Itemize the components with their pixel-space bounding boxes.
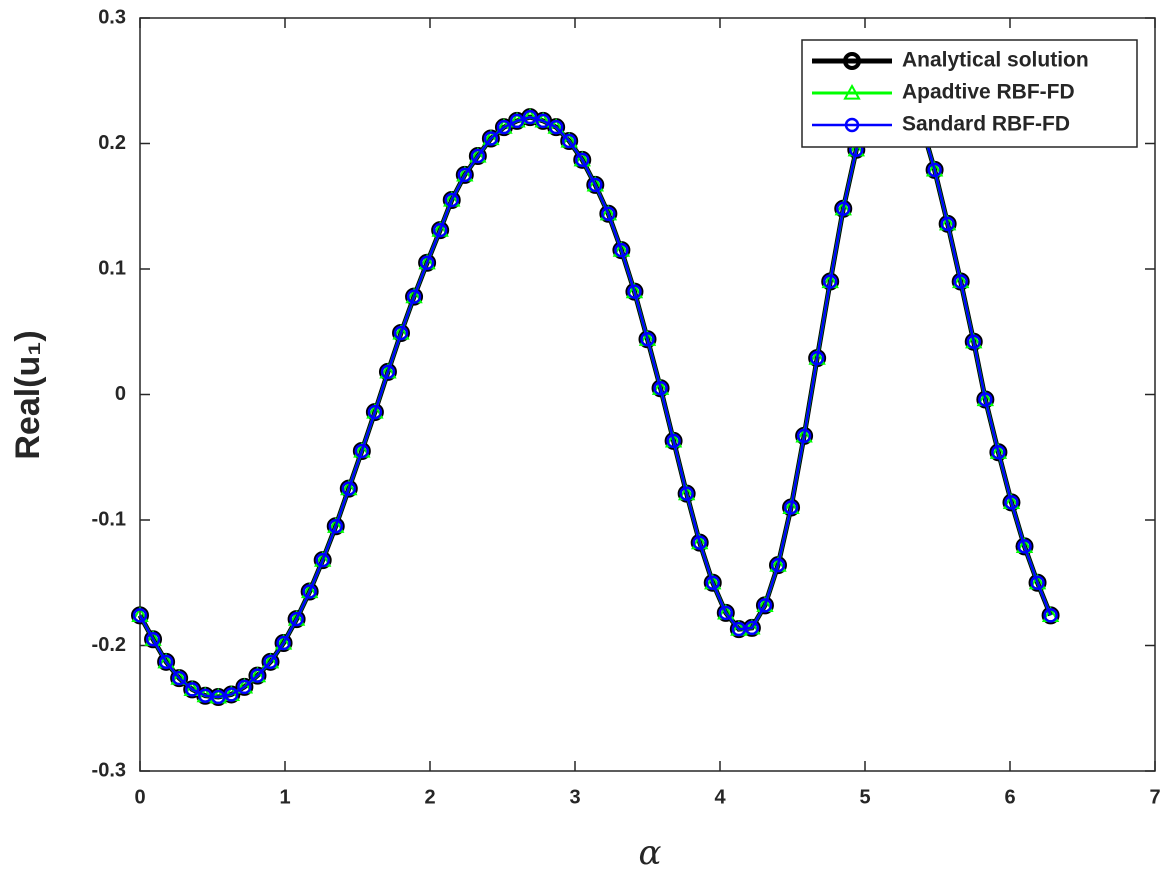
y-tick-label: -0.2 — [92, 634, 126, 656]
marker — [1017, 539, 1032, 554]
x-tick-label: 0 — [134, 786, 145, 808]
x-axis-label: α — [639, 833, 662, 873]
marker — [836, 201, 851, 217]
marker — [535, 113, 551, 129]
marker — [627, 284, 642, 299]
marker — [237, 679, 252, 695]
marker — [328, 519, 343, 534]
marker — [496, 119, 512, 135]
x-tick-label: 2 — [424, 786, 435, 808]
legend-marker — [844, 117, 860, 133]
marker — [966, 334, 981, 350]
marker — [575, 152, 590, 168]
marker — [614, 242, 629, 258]
marker — [718, 605, 734, 621]
marker — [809, 350, 825, 366]
marker — [470, 148, 486, 164]
marker — [548, 119, 564, 135]
marker — [601, 206, 616, 222]
marker — [341, 481, 357, 496]
marker — [692, 535, 707, 550]
y-axis-label: Real(u₁) — [9, 330, 47, 459]
marker — [158, 654, 174, 670]
marker — [770, 557, 786, 573]
marker — [1030, 575, 1045, 590]
marker — [132, 608, 148, 623]
marker — [522, 109, 538, 125]
marker — [757, 598, 773, 613]
y-tick-label: 0 — [115, 383, 126, 405]
x-tick-label: 5 — [859, 786, 870, 808]
marker — [367, 404, 383, 420]
y-tick-label: 0.3 — [98, 6, 126, 28]
marker — [705, 575, 720, 590]
marker — [276, 635, 291, 651]
marker — [509, 113, 525, 129]
marker — [380, 364, 396, 380]
marker — [940, 216, 955, 232]
marker — [653, 380, 668, 396]
marker — [315, 552, 330, 568]
marker — [991, 444, 1006, 460]
marker — [457, 167, 473, 183]
x-tick-label: 7 — [1149, 786, 1160, 808]
x-tick-label: 4 — [714, 786, 726, 808]
y-tick-label: -0.1 — [92, 508, 126, 530]
marker — [289, 611, 304, 627]
marker — [250, 668, 265, 683]
marker — [666, 433, 681, 449]
marker — [393, 325, 409, 341]
marker — [679, 486, 694, 501]
marker — [1043, 608, 1058, 623]
legend-label: Analytical solution — [902, 49, 1089, 72]
marker — [302, 584, 317, 599]
marker — [354, 443, 370, 459]
marker — [211, 689, 226, 705]
marker — [588, 177, 603, 193]
marker — [640, 332, 655, 347]
x-tick-label: 6 — [1004, 786, 1015, 808]
y-tick-label: 0.1 — [98, 257, 126, 279]
marker — [224, 687, 239, 702]
marker — [561, 133, 577, 149]
legend-label: Sandard RBF-FD — [902, 113, 1070, 136]
x-tick-label: 3 — [569, 786, 580, 808]
legend: Analytical solution Apadtive RBF-FD Sandar… — [801, 39, 1138, 148]
legend-marker — [843, 83, 861, 100]
marker — [1004, 495, 1019, 510]
marker — [744, 620, 760, 636]
marker — [953, 274, 968, 289]
y-tick-label: 0.2 — [98, 132, 126, 154]
x-tick-label: 1 — [279, 786, 290, 808]
legend-marker — [843, 52, 861, 70]
marker — [145, 631, 161, 647]
marker — [927, 162, 942, 178]
marker — [796, 428, 812, 444]
marker — [444, 192, 459, 208]
legend-label: Apadtive RBF-FD — [902, 81, 1075, 104]
marker — [419, 255, 435, 270]
marker — [483, 131, 499, 146]
marker — [171, 670, 187, 686]
marker — [184, 682, 200, 697]
marker — [263, 654, 278, 670]
marker — [822, 274, 838, 289]
marker — [432, 222, 448, 238]
marker — [783, 500, 799, 515]
marker — [978, 392, 993, 407]
marker — [406, 289, 422, 304]
y-tick-label: -0.3 — [92, 759, 126, 781]
